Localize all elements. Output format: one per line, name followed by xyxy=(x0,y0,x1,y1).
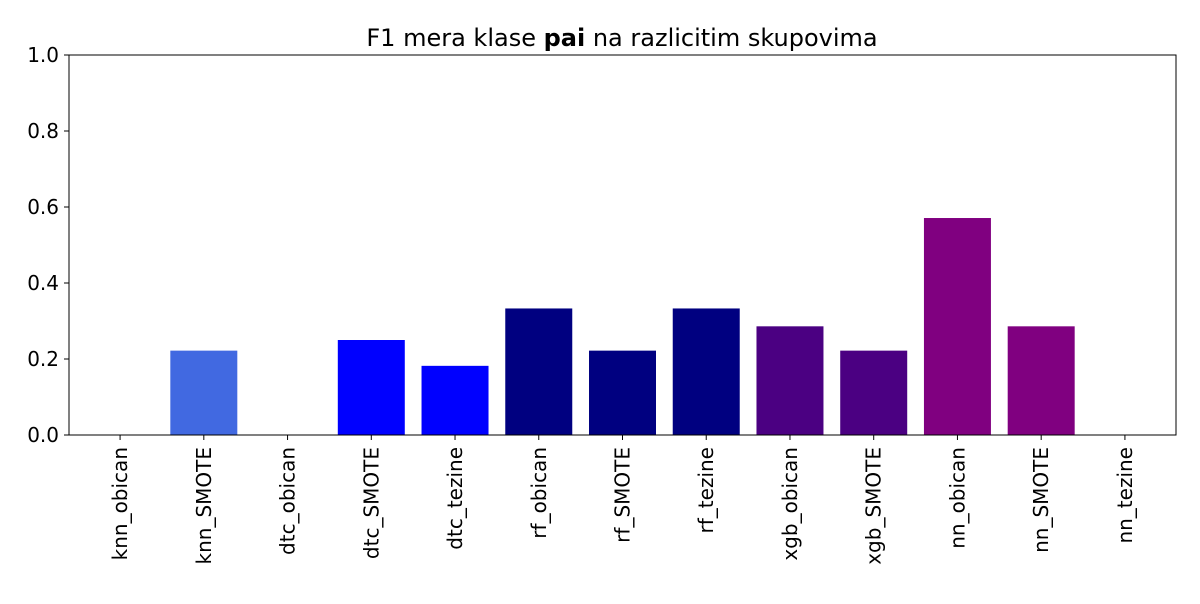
bar-rf-obican xyxy=(505,308,573,435)
chart-title-prefix: F1 mera klase xyxy=(366,24,543,52)
x-tick-label: rf_obican xyxy=(527,447,551,539)
chart-title-bold: pai xyxy=(544,24,586,52)
y-tick-label: 0.0 xyxy=(27,423,59,447)
x-tick-label: knn_SMOTE xyxy=(192,447,216,564)
x-tick-label: xgb_obican xyxy=(778,447,802,561)
bar-dtc-tezine xyxy=(421,365,489,435)
bars-group xyxy=(170,218,1075,435)
bar-dtc-smote xyxy=(337,340,405,435)
bar-xgb-obican xyxy=(756,326,824,435)
bar-nn-smote xyxy=(1007,326,1075,435)
x-tick-label: dtc_SMOTE xyxy=(359,447,383,559)
x-tick-label: rf_tezine xyxy=(694,447,718,533)
bar-knn-smote xyxy=(170,350,238,435)
bar-xgb-smote xyxy=(840,350,908,435)
bar-nn-obican xyxy=(923,218,991,435)
y-tick-label: 0.8 xyxy=(27,119,59,143)
bar-rf-smote xyxy=(589,350,656,435)
x-tick-label: nn_SMOTE xyxy=(1029,447,1053,553)
chart-title: F1 mera klase pai na razlicitim skupovim… xyxy=(366,24,877,52)
y-tick-label: 0.2 xyxy=(27,347,59,371)
axes-group: 0.0 0.2 0.4 0.6 0.8 1.0 knn_obican knn_SMOTE dtc… xyxy=(27,43,1177,565)
x-tick-label: knn_obican xyxy=(108,447,132,560)
x-tick-label: xgb_SMOTE xyxy=(862,447,886,565)
y-tick-label: 1.0 xyxy=(27,43,59,67)
x-tick-label: dtc_tezine xyxy=(443,447,467,550)
x-tick-label: nn_obican xyxy=(945,447,969,549)
bar-rf-tezine xyxy=(672,308,740,435)
y-tick-label: 0.6 xyxy=(27,195,59,219)
x-tick-label: nn_tezine xyxy=(1113,447,1137,544)
x-tick-label: rf_SMOTE xyxy=(611,447,635,543)
chart-title-suffix: na razlicitim skupovima xyxy=(585,24,877,52)
x-tick-label: dtc_obican xyxy=(276,447,300,555)
y-tick-label: 0.4 xyxy=(27,271,59,295)
